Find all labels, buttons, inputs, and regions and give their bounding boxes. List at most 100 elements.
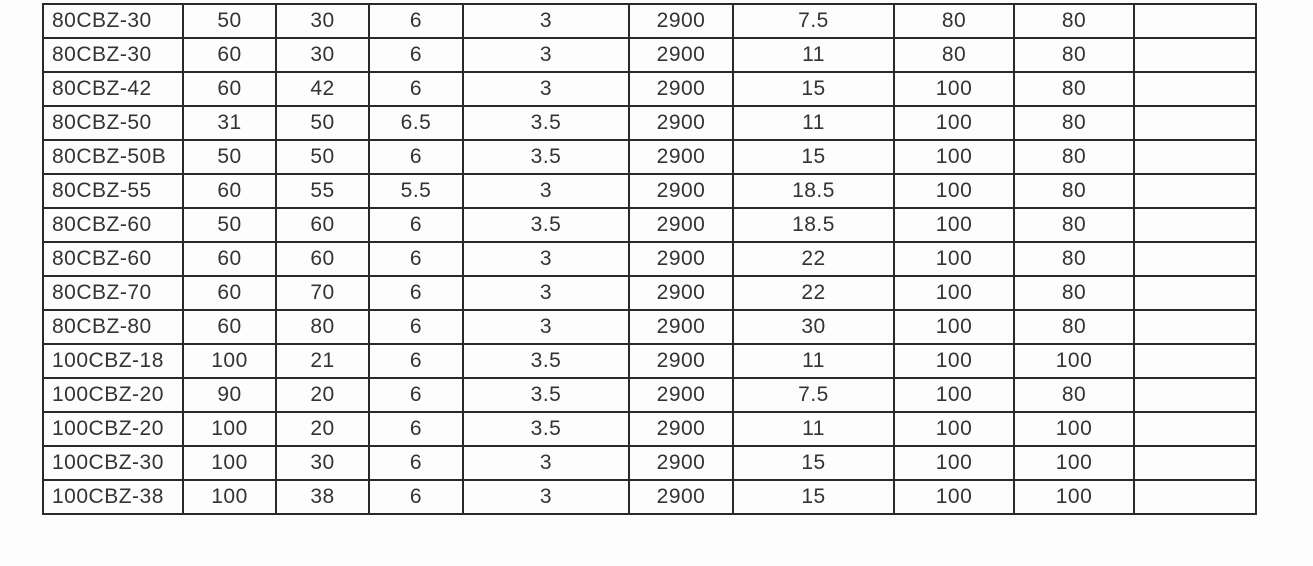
value-cell: 7.5 bbox=[732, 377, 895, 413]
value-cell: 100 bbox=[893, 241, 1015, 277]
value-cell: 60 bbox=[275, 241, 370, 277]
table-row: 80CBZ-30 60 30 6 3 2900 11 80 80 bbox=[42, 37, 1257, 73]
value-cell bbox=[1133, 275, 1257, 311]
value-cell: 60 bbox=[275, 207, 370, 243]
value-cell: 80 bbox=[1013, 275, 1135, 311]
value-cell: 3 bbox=[462, 445, 630, 481]
value-cell: 20 bbox=[275, 411, 370, 447]
table-row: 80CBZ-60 50 60 6 3.5 2900 18.5 100 80 bbox=[42, 207, 1257, 243]
model-cell: 80CBZ-80 bbox=[42, 309, 184, 345]
value-cell: 100 bbox=[182, 479, 277, 515]
value-cell bbox=[1133, 309, 1257, 345]
value-cell: 3 bbox=[462, 309, 630, 345]
value-cell: 3.5 bbox=[462, 377, 630, 413]
model-cell: 80CBZ-55 bbox=[42, 173, 184, 209]
value-cell: 6 bbox=[368, 411, 464, 447]
value-cell: 6 bbox=[368, 37, 464, 73]
value-cell: 2900 bbox=[628, 445, 734, 481]
table-row: 100CBZ-38 100 38 6 3 2900 15 100 100 bbox=[42, 479, 1257, 515]
value-cell: 6 bbox=[368, 275, 464, 311]
table-row: 80CBZ-70 60 70 6 3 2900 22 100 80 bbox=[42, 275, 1257, 311]
table-row: 80CBZ-50 31 50 6.5 3.5 2900 11 100 80 bbox=[42, 105, 1257, 141]
model-cell: 100CBZ-20 bbox=[42, 411, 184, 447]
model-cell: 80CBZ-60 bbox=[42, 207, 184, 243]
value-cell: 11 bbox=[732, 37, 895, 73]
value-cell: 80 bbox=[1013, 37, 1135, 73]
model-cell: 100CBZ-38 bbox=[42, 479, 184, 515]
value-cell: 100 bbox=[182, 445, 277, 481]
value-cell bbox=[1133, 3, 1257, 39]
value-cell bbox=[1133, 377, 1257, 413]
value-cell: 60 bbox=[182, 275, 277, 311]
value-cell: 80 bbox=[275, 309, 370, 345]
value-cell: 100 bbox=[893, 377, 1015, 413]
table-row: 100CBZ-18 100 21 6 3.5 2900 11 100 100 bbox=[42, 343, 1257, 379]
value-cell: 100 bbox=[1013, 479, 1135, 515]
value-cell: 3.5 bbox=[462, 105, 630, 141]
value-cell: 2900 bbox=[628, 343, 734, 379]
value-cell: 90 bbox=[182, 377, 277, 413]
value-cell: 6 bbox=[368, 343, 464, 379]
value-cell: 3 bbox=[462, 241, 630, 277]
value-cell: 38 bbox=[275, 479, 370, 515]
value-cell: 50 bbox=[182, 3, 277, 39]
value-cell: 50 bbox=[182, 139, 277, 175]
value-cell: 50 bbox=[275, 139, 370, 175]
value-cell: 5.5 bbox=[368, 173, 464, 209]
value-cell: 100 bbox=[1013, 445, 1135, 481]
value-cell bbox=[1133, 445, 1257, 481]
value-cell: 3 bbox=[462, 37, 630, 73]
value-cell: 2900 bbox=[628, 479, 734, 515]
value-cell: 2900 bbox=[628, 71, 734, 107]
value-cell: 100 bbox=[893, 479, 1015, 515]
value-cell: 2900 bbox=[628, 139, 734, 175]
value-cell: 22 bbox=[732, 241, 895, 277]
table-row: 80CBZ-30 50 30 6 3 2900 7.5 80 80 bbox=[42, 3, 1257, 39]
model-cell: 80CBZ-30 bbox=[42, 3, 184, 39]
value-cell: 2900 bbox=[628, 377, 734, 413]
value-cell: 100 bbox=[893, 275, 1015, 311]
value-cell bbox=[1133, 207, 1257, 243]
value-cell: 11 bbox=[732, 411, 895, 447]
value-cell: 15 bbox=[732, 139, 895, 175]
value-cell: 2900 bbox=[628, 275, 734, 311]
value-cell: 6 bbox=[368, 377, 464, 413]
value-cell: 3.5 bbox=[462, 207, 630, 243]
value-cell: 100 bbox=[182, 343, 277, 379]
value-cell: 18.5 bbox=[732, 207, 895, 243]
value-cell: 70 bbox=[275, 275, 370, 311]
model-cell: 100CBZ-30 bbox=[42, 445, 184, 481]
value-cell: 42 bbox=[275, 71, 370, 107]
value-cell: 80 bbox=[893, 3, 1015, 39]
table-row: 100CBZ-20 90 20 6 3.5 2900 7.5 100 80 bbox=[42, 377, 1257, 413]
value-cell bbox=[1133, 71, 1257, 107]
value-cell: 60 bbox=[182, 173, 277, 209]
value-cell: 100 bbox=[893, 207, 1015, 243]
value-cell: 100 bbox=[893, 173, 1015, 209]
value-cell: 3.5 bbox=[462, 139, 630, 175]
value-cell: 80 bbox=[1013, 207, 1135, 243]
value-cell bbox=[1133, 37, 1257, 73]
model-cell: 80CBZ-60 bbox=[42, 241, 184, 277]
model-cell: 80CBZ-42 bbox=[42, 71, 184, 107]
value-cell: 2900 bbox=[628, 207, 734, 243]
value-cell: 100 bbox=[1013, 343, 1135, 379]
table-row: 80CBZ-55 60 55 5.5 3 2900 18.5 100 80 bbox=[42, 173, 1257, 209]
value-cell: 20 bbox=[275, 377, 370, 413]
value-cell: 3 bbox=[462, 71, 630, 107]
value-cell: 60 bbox=[182, 37, 277, 73]
model-cell: 80CBZ-50 bbox=[42, 105, 184, 141]
value-cell: 6 bbox=[368, 479, 464, 515]
value-cell bbox=[1133, 139, 1257, 175]
value-cell: 80 bbox=[1013, 173, 1135, 209]
model-cell: 100CBZ-20 bbox=[42, 377, 184, 413]
value-cell: 6.5 bbox=[368, 105, 464, 141]
value-cell bbox=[1133, 173, 1257, 209]
value-cell: 30 bbox=[732, 309, 895, 345]
value-cell: 80 bbox=[1013, 139, 1135, 175]
value-cell: 3.5 bbox=[462, 343, 630, 379]
value-cell: 6 bbox=[368, 241, 464, 277]
value-cell: 3 bbox=[462, 173, 630, 209]
value-cell: 2900 bbox=[628, 105, 734, 141]
value-cell: 100 bbox=[893, 139, 1015, 175]
